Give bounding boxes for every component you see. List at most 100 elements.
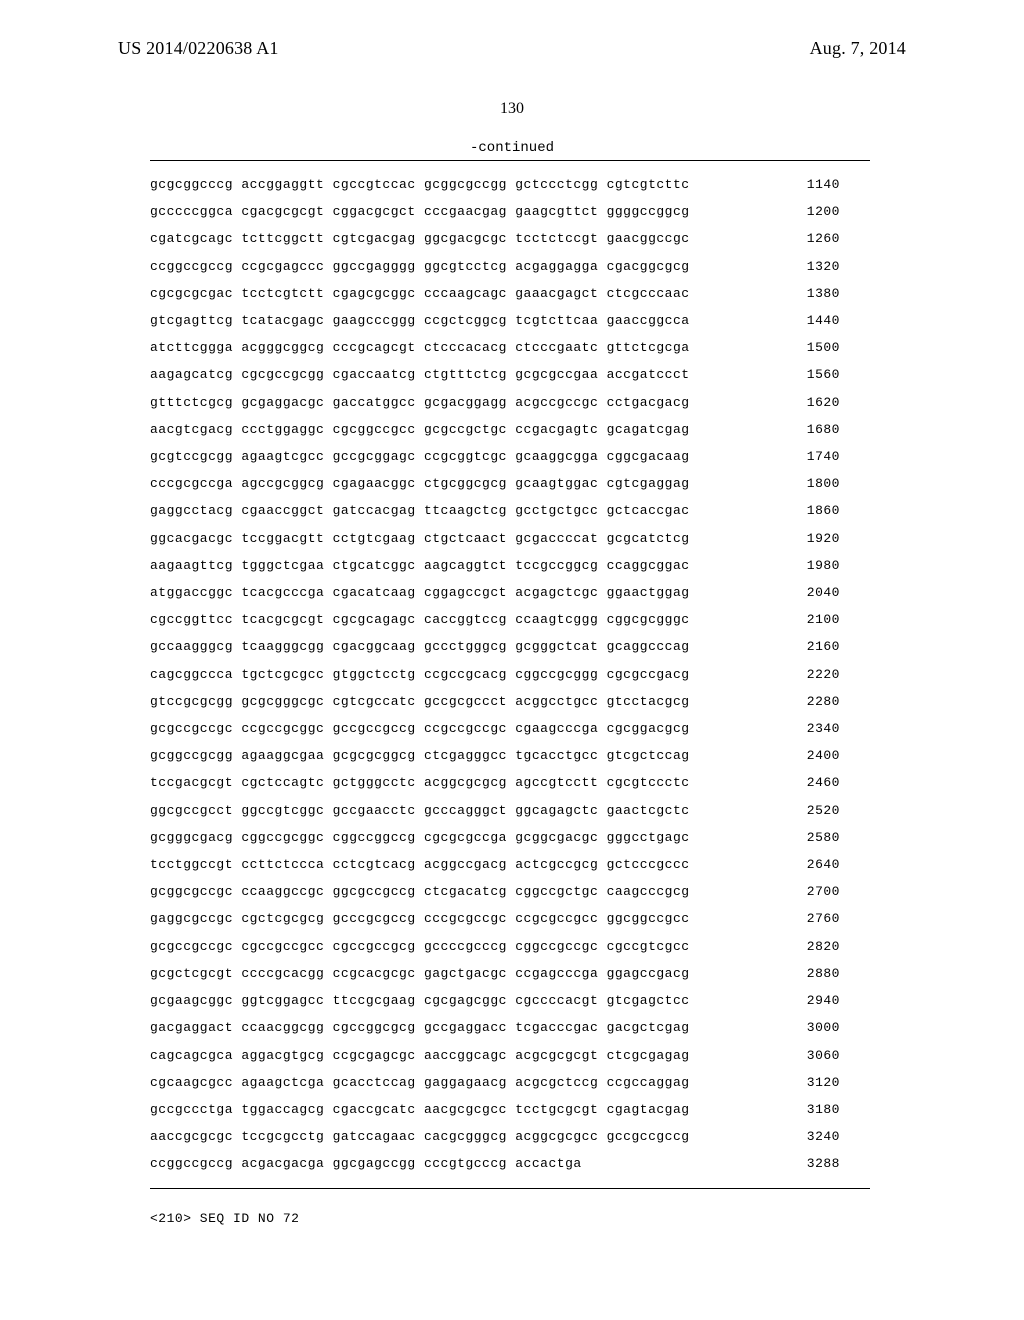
sequence-blocks: tccgacgcgt cgctccagtc gctgggcctc acggcgc…	[150, 769, 690, 796]
sequence-row: gccgccctga tggaccagcg cgaccgcatc aacgcgc…	[150, 1096, 870, 1123]
sequence-position: 1560	[690, 361, 870, 388]
sequence-blocks: ccggccgccg ccgcgagccc ggccgagggg ggcgtcc…	[150, 253, 690, 280]
sequence-row: gcgtccgcgg agaagtcgcc gccgcggagc ccgcggt…	[150, 443, 870, 470]
sequence-position: 2700	[690, 878, 870, 905]
page: US 2014/0220638 A1 Aug. 7, 2014 130 -con…	[0, 0, 1024, 1320]
sequence-position: 2880	[690, 960, 870, 987]
sequence-row: atggaccggc tcacgcccga cgacatcaag cggagcc…	[150, 579, 870, 606]
sequence-row: cccgcgccga agccgcggcg cgagaacggc ctgcggc…	[150, 470, 870, 497]
sequence-blocks: gtttctcgcg gcgaggacgc gaccatggcc gcgacgg…	[150, 389, 690, 416]
sequence-row: ccggccgccg ccgcgagccc ggccgagggg ggcgtcc…	[150, 253, 870, 280]
sequence-position: 1320	[690, 253, 870, 280]
sequence-footer-marker: <210> SEQ ID NO 72	[150, 1211, 299, 1226]
sequence-position: 1200	[690, 198, 870, 225]
sequence-blocks: cgcgcgcgac tcctcgtctt cgagcgcggc cccaagc…	[150, 280, 690, 307]
sequence-blocks: aacgtcgacg ccctggaggc cgcggccgcc gcgccgc…	[150, 416, 690, 443]
sequence-row: cagcggccca tgctcgcgcc gtggctcctg ccgccgc…	[150, 661, 870, 688]
sequence-row: gaggcctacg cgaaccggct gatccacgag ttcaagc…	[150, 497, 870, 524]
sequence-row: aagagcatcg cgcgccgcgg cgaccaatcg ctgtttc…	[150, 361, 870, 388]
sequence-blocks: tcctggccgt ccttctccca cctcgtcacg acggccg…	[150, 851, 690, 878]
sequence-row: cagcagcgca aggacgtgcg ccgcgagcgc aaccggc…	[150, 1042, 870, 1069]
sequence-row: gccaagggcg tcaagggcgg cgacggcaag gccctgg…	[150, 633, 870, 660]
sequence-blocks: gtccgcgcgg gcgcgggcgc cgtcgccatc gccgcgc…	[150, 688, 690, 715]
sequence-row: tccgacgcgt cgctccagtc gctgggcctc acggcgc…	[150, 769, 870, 796]
sequence-position: 3060	[690, 1042, 870, 1069]
sequence-row: gcgggcgacg cggccgcggc cggccggccg cgcgcgc…	[150, 824, 870, 851]
sequence-position: 2580	[690, 824, 870, 851]
sequence-position: 2100	[690, 606, 870, 633]
sequence-position: 2820	[690, 933, 870, 960]
sequence-position: 2640	[690, 851, 870, 878]
sequence-position: 2520	[690, 797, 870, 824]
sequence-position: 2400	[690, 742, 870, 769]
sequence-position: 2760	[690, 905, 870, 932]
sequence-position: 2280	[690, 688, 870, 715]
sequence-blocks: cccgcgccga agccgcggcg cgagaacggc ctgcggc…	[150, 470, 690, 497]
sequence-row: cgcaagcgcc agaagctcga gcacctccag gaggaga…	[150, 1069, 870, 1096]
sequence-row: gcggccgcgg agaaggcgaa gcgcgcggcg ctcgagg…	[150, 742, 870, 769]
sequence-blocks: gcgctcgcgt ccccgcacgg ccgcacgcgc gagctga…	[150, 960, 690, 987]
sequence-blocks: ggcgccgcct ggccgtcggc gccgaacctc gcccagg…	[150, 797, 690, 824]
sequence-row: gcccccggca cgacgcgcgt cggacgcgct cccgaac…	[150, 198, 870, 225]
sequence-row: cgatcgcagc tcttcggctt cgtcgacgag ggcgacg…	[150, 225, 870, 252]
sequence-blocks: gcgccgccgc cgccgccgcc cgccgccgcg gccccgc…	[150, 933, 690, 960]
sequence-row: gcgcggcccg accggaggtt cgccgtccac gcggcgc…	[150, 171, 870, 198]
sequence-row: aagaagttcg tgggctcgaa ctgcatcggc aagcagg…	[150, 552, 870, 579]
sequence-blocks: aagaagttcg tgggctcgaa ctgcatcggc aagcagg…	[150, 552, 690, 579]
sequence-blocks: gcgtccgcgg agaagtcgcc gccgcggagc ccgcggt…	[150, 443, 690, 470]
sequence-position: 1860	[690, 497, 870, 524]
sequence-blocks: aagagcatcg cgcgccgcgg cgaccaatcg ctgtttc…	[150, 361, 690, 388]
sequence-row: gaggcgccgc cgctcgcgcg gcccgcgccg cccgcgc…	[150, 905, 870, 932]
sequence-blocks: gcgccgccgc ccgccgcggc gccgccgccg ccgccgc…	[150, 715, 690, 742]
sequence-blocks: gcccccggca cgacgcgcgt cggacgcgct cccgaac…	[150, 198, 690, 225]
sequence-blocks: cagcagcgca aggacgtgcg ccgcgagcgc aaccggc…	[150, 1042, 690, 1069]
sequence-table: gcgcggcccg accggaggtt cgccgtccac gcggcgc…	[150, 160, 870, 1189]
sequence-blocks: gcgcggcccg accggaggtt cgccgtccac gcggcgc…	[150, 171, 690, 198]
sequence-blocks: gcgaagcggc ggtcggagcc ttccgcgaag cgcgagc…	[150, 987, 690, 1014]
sequence-row: gtcgagttcg tcatacgagc gaagcccggg ccgctcg…	[150, 307, 870, 334]
sequence-blocks: gaggcgccgc cgctcgcgcg gcccgcgccg cccgcgc…	[150, 905, 690, 932]
publication-number: US 2014/0220638 A1	[118, 38, 279, 59]
sequence-row: aacgtcgacg ccctggaggc cgcggccgcc gcgccgc…	[150, 416, 870, 443]
sequence-row: gcgccgccgc ccgccgcggc gccgccgccg ccgccgc…	[150, 715, 870, 742]
sequence-blocks: gccgccctga tggaccagcg cgaccgcatc aacgcgc…	[150, 1096, 690, 1123]
sequence-position: 1140	[690, 171, 870, 198]
sequence-row: gacgaggact ccaacggcgg cgccggcgcg gccgagg…	[150, 1014, 870, 1041]
sequence-position: 1260	[690, 225, 870, 252]
sequence-row: ccggccgccg acgacgacga ggcgagccgg cccgtgc…	[150, 1150, 870, 1177]
sequence-position: 1920	[690, 525, 870, 552]
sequence-position: 1380	[690, 280, 870, 307]
sequence-row: gcgctcgcgt ccccgcacgg ccgcacgcgc gagctga…	[150, 960, 870, 987]
sequence-blocks: atcttcggga acgggcggcg cccgcagcgt ctcccac…	[150, 334, 690, 361]
sequence-row: ggcacgacgc tccggacgtt cctgtcgaag ctgctca…	[150, 525, 870, 552]
sequence-blocks: cgccggttcc tcacgcgcgt cgcgcagagc caccggt…	[150, 606, 690, 633]
sequence-position: 2040	[690, 579, 870, 606]
sequence-blocks: gacgaggact ccaacggcgg cgccggcgcg gccgagg…	[150, 1014, 690, 1041]
sequence-blocks: gcggccgcgg agaaggcgaa gcgcgcggcg ctcgagg…	[150, 742, 690, 769]
sequence-row: gtttctcgcg gcgaggacgc gaccatggcc gcgacgg…	[150, 389, 870, 416]
sequence-position: 1680	[690, 416, 870, 443]
sequence-blocks: gcggcgccgc ccaaggccgc ggcgccgccg ctcgaca…	[150, 878, 690, 905]
sequence-position: 3180	[690, 1096, 870, 1123]
sequence-row: cgccggttcc tcacgcgcgt cgcgcagagc caccggt…	[150, 606, 870, 633]
sequence-position: 1620	[690, 389, 870, 416]
sequence-blocks: cgatcgcagc tcttcggctt cgtcgacgag ggcgacg…	[150, 225, 690, 252]
sequence-row: gcgaagcggc ggtcggagcc ttccgcgaag cgcgagc…	[150, 987, 870, 1014]
sequence-blocks: gccaagggcg tcaagggcgg cgacggcaag gccctgg…	[150, 633, 690, 660]
sequence-position: 3000	[690, 1014, 870, 1041]
sequence-row: ggcgccgcct ggccgtcggc gccgaacctc gcccagg…	[150, 797, 870, 824]
sequence-row: atcttcggga acgggcggcg cccgcagcgt ctcccac…	[150, 334, 870, 361]
sequence-blocks: gaggcctacg cgaaccggct gatccacgag ttcaagc…	[150, 497, 690, 524]
sequence-blocks: ggcacgacgc tccggacgtt cctgtcgaag ctgctca…	[150, 525, 690, 552]
sequence-blocks: cgcaagcgcc agaagctcga gcacctccag gaggaga…	[150, 1069, 690, 1096]
page-number: 130	[0, 100, 1024, 118]
sequence-blocks: ccggccgccg acgacgacga ggcgagccgg cccgtgc…	[150, 1150, 582, 1177]
sequence-position: 2460	[690, 769, 870, 796]
sequence-position: 1440	[690, 307, 870, 334]
sequence-position: 1980	[690, 552, 870, 579]
continued-label: -continued	[0, 140, 1024, 156]
sequence-blocks: gtcgagttcg tcatacgagc gaagcccggg ccgctcg…	[150, 307, 690, 334]
sequence-row: gcggcgccgc ccaaggccgc ggcgccgccg ctcgaca…	[150, 878, 870, 905]
sequence-position: 2220	[690, 661, 870, 688]
sequence-blocks: gcgggcgacg cggccgcggc cggccggccg cgcgcgc…	[150, 824, 690, 851]
